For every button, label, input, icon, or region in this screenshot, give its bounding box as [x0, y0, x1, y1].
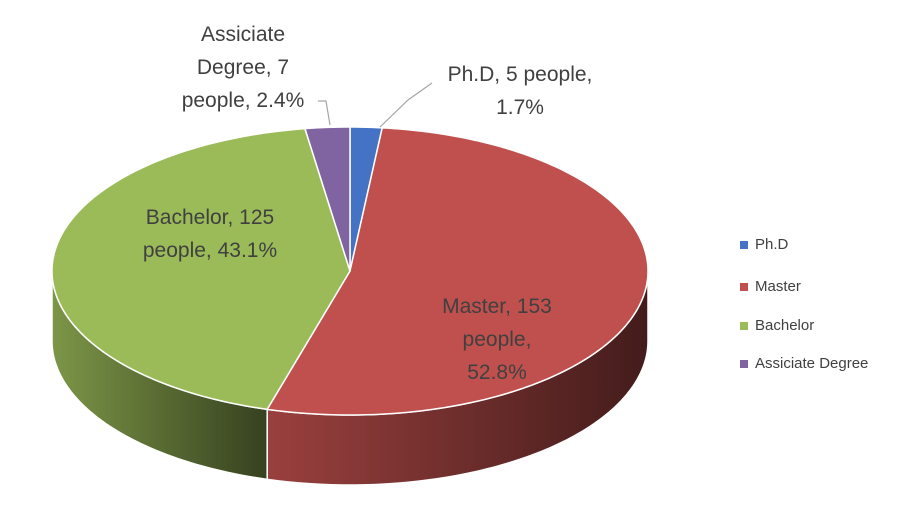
slice	[265, 127, 649, 416]
data-label: Assiciate Degree, 7 people, 2.4%	[182, 23, 305, 112]
leader-line	[379, 82, 433, 128]
legend-marker	[740, 360, 748, 368]
slice	[303, 126, 351, 272]
leader-line	[318, 100, 331, 126]
legend-label: Master	[755, 278, 801, 295]
data-label: Master, 153 people, 52.8%	[442, 295, 552, 384]
legend-label: Ph.D	[755, 236, 789, 253]
pie-tops	[51, 126, 649, 416]
legend-label: Bachelor	[755, 317, 814, 334]
data-labels: Ph.D, 5 people, 1.7% Master, 153 people, 52.…	[143, 23, 593, 384]
legend-marker	[740, 283, 748, 291]
legend-marker	[740, 241, 748, 249]
slice	[51, 127, 351, 411]
data-label: Bachelor, 125 people, 43.1%	[143, 206, 277, 262]
legend-marker	[740, 322, 748, 330]
legend-label: Assiciate Degree	[755, 355, 868, 372]
data-label: Ph.D, 5 people, 1.7%	[448, 63, 593, 119]
legend: Ph.D Master Bachelor Assiciate Degree	[740, 236, 868, 372]
